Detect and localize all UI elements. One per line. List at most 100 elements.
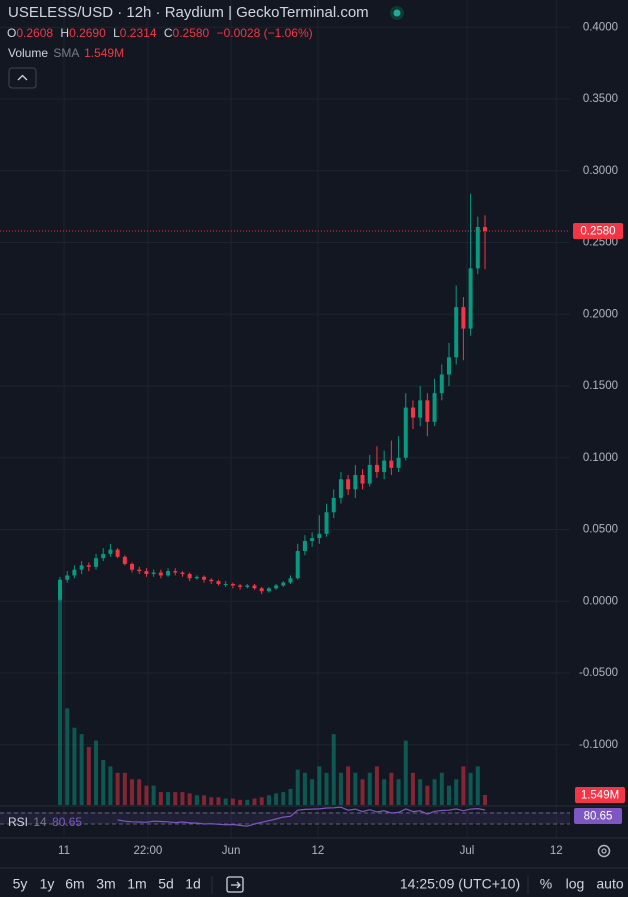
x-tick-label: 12 [550, 845, 563, 857]
candle-body [122, 556, 127, 564]
log-toggle[interactable]: log [566, 876, 585, 892]
volume-bar [158, 792, 163, 805]
range-button[interactable]: 3m [96, 876, 115, 892]
volume-bar [173, 792, 178, 805]
ohlc-key: C [164, 26, 173, 40]
range-button[interactable]: 5d [158, 876, 174, 892]
candle-body [483, 227, 488, 232]
volume-bar [446, 785, 451, 805]
volume-value-box [575, 787, 625, 803]
ohlc-legend: O0.2608 H0.2690 L0.2314 C0.2580 −0.0028 … [7, 26, 313, 40]
volume-bar [432, 779, 437, 805]
volume-bar [468, 772, 473, 805]
calendar-arrow [231, 881, 241, 889]
candle-body [454, 307, 459, 358]
candle-body [461, 307, 466, 329]
range-button[interactable]: 5y [13, 876, 28, 892]
volume-bar [338, 772, 343, 805]
candle-body [194, 576, 199, 579]
volume-bar [346, 766, 351, 805]
auto-toggle[interactable]: auto [596, 876, 623, 892]
candle-body [58, 579, 63, 600]
volume-bar [281, 792, 286, 805]
volume-bar [151, 785, 156, 805]
y-tick-label: 0.3000 [583, 165, 618, 177]
candle-body [108, 549, 113, 554]
candle-body [151, 572, 156, 574]
candle-body [158, 572, 163, 576]
volume-sma: SMA [53, 46, 79, 60]
volume-bar [410, 772, 415, 805]
volume-bar [202, 795, 207, 805]
volume-bar [144, 785, 149, 805]
range-button[interactable]: 1y [40, 876, 55, 892]
volume-bar [274, 793, 279, 805]
volume-bar [475, 766, 480, 805]
rsi-length: 14 [33, 815, 47, 829]
percent-toggle[interactable]: % [540, 876, 552, 892]
volume-bar [439, 772, 444, 805]
volume-bar [238, 799, 243, 805]
volume-bar [194, 795, 199, 805]
clock: 14:25:09 (UTC+10) [400, 876, 520, 892]
range-button[interactable]: 6m [65, 876, 84, 892]
candle-body [216, 581, 221, 585]
volume-legend: Volume SMA 1.549M [8, 46, 124, 60]
volume-bar [166, 792, 171, 805]
volume-bar [461, 766, 466, 805]
rsi-value: 80.65 [52, 815, 82, 829]
ohlc-key: O [7, 26, 16, 40]
volume-bar [454, 779, 459, 805]
x-tick-label: Jul [460, 845, 475, 857]
candle-body [180, 572, 185, 574]
last-price-box [573, 223, 623, 240]
volume-label: Volume [8, 46, 48, 60]
volume-bar [266, 795, 271, 805]
candle-body [209, 579, 214, 582]
candle-body [137, 569, 142, 572]
gear-ring [597, 844, 611, 858]
status-dot [393, 9, 401, 17]
candle-body [238, 585, 243, 587]
ohlc-value: 0.2690 [69, 26, 106, 40]
last-price-label: 0.2580 [580, 226, 615, 238]
volume-bar [245, 799, 250, 805]
candle-body [295, 551, 300, 579]
volume-bar [209, 797, 214, 805]
candle-body [130, 563, 135, 570]
y-tick-label: 0.4000 [583, 21, 618, 33]
range-button[interactable]: 1d [185, 876, 201, 892]
candle-body [324, 512, 329, 534]
volume-value: 1.549M [84, 46, 124, 60]
volume-bar [374, 766, 379, 805]
date-range-button[interactable] [226, 876, 244, 893]
volume-bar [389, 772, 394, 805]
volume-value-label: 1.549M [581, 790, 619, 802]
candle-body [410, 407, 415, 418]
volume-bar [187, 793, 192, 805]
volume-bar [396, 779, 401, 805]
collapse-button[interactable] [8, 67, 37, 89]
candle-body [353, 474, 358, 490]
volume-bar [310, 779, 315, 805]
candle-body [374, 464, 379, 473]
volume-bar [216, 797, 221, 805]
candle-body [187, 573, 192, 579]
gear-hub [601, 848, 607, 854]
candle-body [223, 584, 228, 586]
settings-icon[interactable] [597, 844, 611, 858]
range-button[interactable]: 1m [127, 876, 146, 892]
volume-bar [72, 727, 77, 805]
volume-bar [353, 772, 358, 805]
ohlc-change: −0.0028 (−1.06%) [217, 26, 313, 40]
candle-body [367, 464, 372, 484]
rsi-legend: RSI 14 80.65 [8, 815, 82, 829]
calendar-icon [226, 876, 244, 893]
candle-body [338, 479, 343, 498]
volume-bar [259, 797, 264, 805]
candle-body [173, 571, 178, 573]
rsi-band [0, 812, 570, 824]
volume-bar [130, 779, 135, 805]
